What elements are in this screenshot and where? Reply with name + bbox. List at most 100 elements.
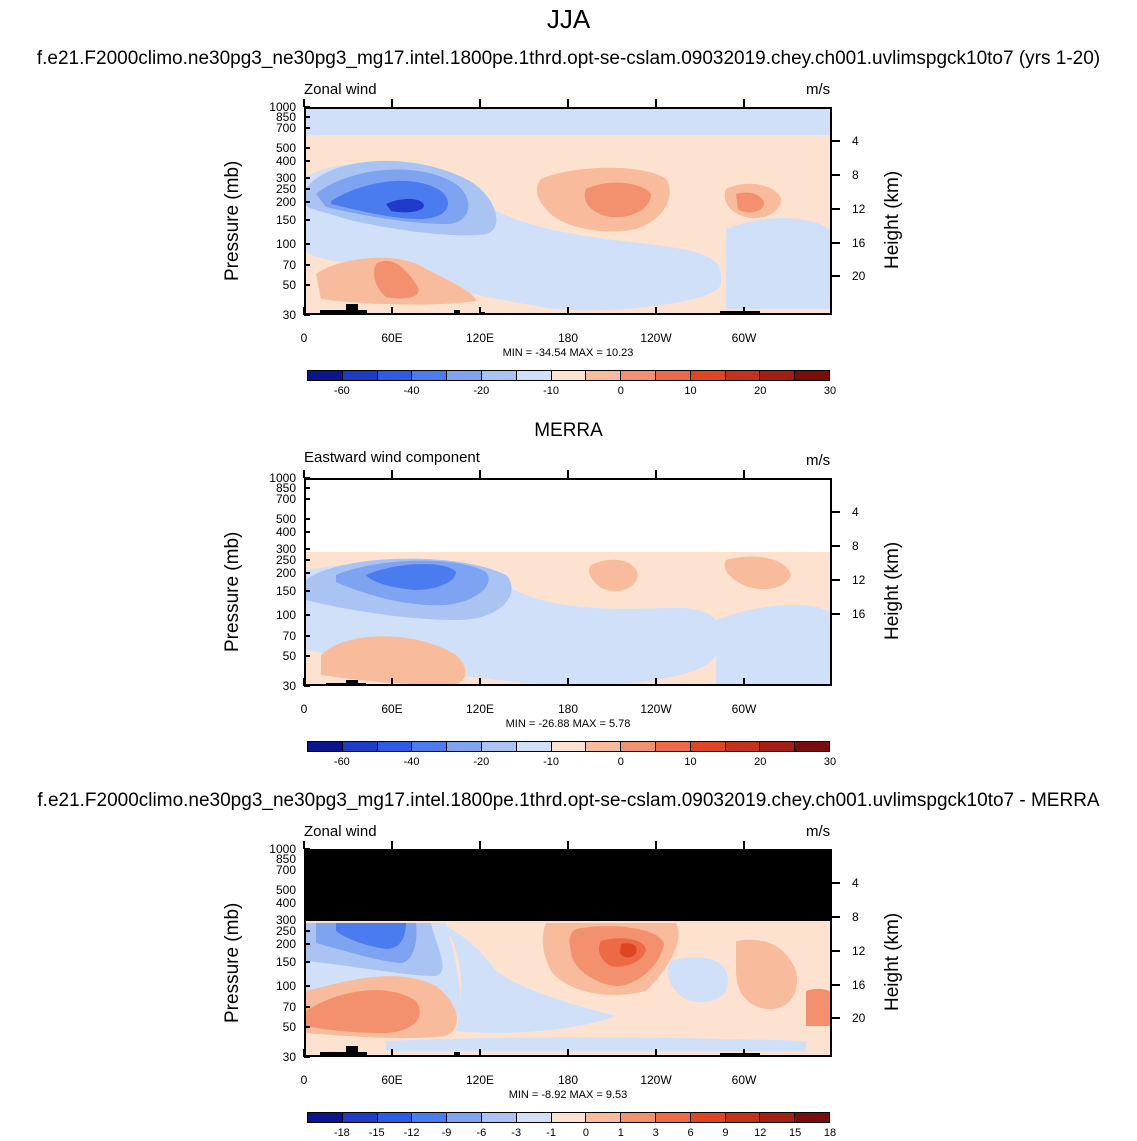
colorbar-3-label: -18 — [333, 1127, 350, 1139]
p1-lon-tick-mark-bottom — [303, 307, 305, 315]
p2-blue-west — [716, 605, 830, 684]
p3-min-max: MIN = -8.92 MAX = 9.53 — [508, 1089, 628, 1101]
p1-upper-red-10-west — [736, 192, 765, 213]
p3-lon-tick-mark-bottom — [655, 1049, 657, 1057]
p1-terrain-3 — [454, 310, 460, 313]
p3-pressure-tick-label: 1000 — [269, 842, 296, 856]
colorbar-swatch — [308, 371, 343, 380]
p2-pressure-tick-label: 700 — [275, 492, 296, 507]
colorbar-3-label: 6 — [687, 1127, 694, 1139]
p2-pressure-tick-mark — [304, 613, 310, 616]
p2-lon-tick-mark-top — [303, 470, 305, 478]
p3-lon-tick-mark-top — [655, 841, 657, 849]
colorbar-swatch — [586, 742, 622, 751]
colorbar-swatch — [516, 1113, 552, 1122]
p3-red-west-3 — [736, 939, 797, 1010]
p3-lon-tick-label: 60E — [381, 1073, 403, 1087]
colorbar-2-label: -20 — [473, 756, 490, 768]
p1-terrain-4 — [481, 312, 485, 313]
p3-lon-tick-label: 60W — [731, 1073, 757, 1087]
p1-pressure-tick-label: 850 — [275, 109, 296, 124]
p3-height-tick-label: 12 — [852, 943, 866, 958]
p1-pressure-tick-mark — [304, 106, 310, 108]
colorbar-swatch — [377, 371, 413, 380]
figure-title: JJA — [546, 4, 591, 34]
p3-pressure-tick-mark — [304, 857, 310, 860]
p3-terrain-1 — [320, 1052, 367, 1055]
colorbar-3 — [307, 1112, 830, 1123]
p3-lon-tick-mark-bottom — [567, 1049, 569, 1057]
colorbar-2-label: 10 — [684, 756, 697, 768]
p1-lon-tick-mark-top — [303, 99, 305, 107]
p3-blue-west-4 — [336, 923, 406, 949]
p3-blue-bottom — [386, 1037, 806, 1051]
p2-lon-tick-mark-bottom — [391, 678, 393, 686]
p2-height-tick-label: 12 — [852, 572, 866, 587]
p3-pressure-tick-mark — [304, 919, 310, 922]
p3-pressure-tick-mark — [304, 1056, 310, 1058]
p2-height-tick-label: 4 — [852, 504, 859, 519]
colorbar-swatch — [481, 1113, 517, 1122]
p3-lon-tick-mark-bottom — [743, 1049, 745, 1057]
p1-top-light-blue — [306, 109, 830, 135]
colorbar-3-label: 12 — [754, 1127, 767, 1139]
p1-pressure-tick-label: 1000 — [269, 100, 296, 114]
p1-lower-red-10 — [374, 260, 419, 299]
p3-height-tick-label: 8 — [852, 909, 859, 924]
panel2-variable-label: Eastward wind component — [304, 449, 480, 466]
p3-height-axis-title: Height (km) — [882, 912, 903, 1011]
p1-pressure-tick-mark — [304, 115, 310, 118]
colorbar-swatch — [586, 371, 622, 380]
p1-blue-west — [726, 218, 830, 309]
p3-height-tick-mark — [832, 949, 840, 952]
colorbar-swatch — [447, 742, 482, 751]
panel1-contour-plot — [304, 107, 832, 315]
p2-pressure-tick-label: 200 — [275, 566, 296, 581]
p1-pressure-tick-mark — [304, 201, 310, 204]
p1-pressure-tick-label: 700 — [275, 121, 296, 136]
p2-upper-red-5-west — [724, 556, 791, 590]
p1-lon-tick-mark-top — [655, 99, 657, 107]
p2-height-tick-mark — [832, 612, 840, 615]
p2-pressure-tick-mark — [304, 589, 310, 592]
p2-height-tick-mark — [832, 510, 840, 513]
p1-height-tick-mark — [832, 139, 840, 142]
p3-pressure-tick-label: 500 — [275, 883, 296, 898]
p3-height-tick-mark — [832, 1017, 840, 1020]
colorbar-swatch — [551, 742, 587, 751]
colorbar-swatch — [308, 1113, 343, 1122]
p3-pressure-tick-mark — [304, 960, 310, 963]
p3-pressure-tick-label: 150 — [275, 954, 296, 969]
p3-pressure-tick-mark — [304, 930, 310, 933]
p1-height-tick-mark — [832, 275, 840, 278]
p3-lon-tick-label: 120W — [640, 1073, 672, 1087]
p2-pressure-tick-label: 1000 — [269, 471, 296, 485]
p1-height-tick-label: 20 — [852, 269, 866, 284]
p1-lon-tick-label: 60E — [381, 331, 403, 345]
p2-lon-tick-mark-bottom — [655, 678, 657, 686]
colorbar-3-label: -12 — [403, 1127, 420, 1139]
p3-lon-tick-label: 0 — [300, 1073, 308, 1087]
colorbar-swatch — [377, 742, 413, 751]
colorbar-swatch — [447, 371, 482, 380]
p3-pressure-tick-mark — [304, 943, 310, 946]
p3-lon-tick-mark-bottom — [303, 1049, 305, 1057]
p1-lon-tick-mark-top — [567, 99, 569, 107]
colorbar-swatch — [412, 742, 448, 751]
panel3-contour-plot — [304, 849, 832, 1057]
colorbar-swatch — [760, 371, 796, 380]
p2-lon-tick-mark-top — [655, 470, 657, 478]
colorbar-swatch — [655, 742, 691, 751]
colorbar-1-label: -10 — [543, 385, 560, 397]
p3-terrain-4 — [720, 1053, 760, 1055]
p3-lon-tick-mark-top — [303, 841, 305, 849]
p3-lon-tick-mark-bottom — [391, 1049, 393, 1057]
p2-lon-tick-mark-bottom — [567, 678, 569, 686]
p2-pressure-tick-mark — [304, 531, 310, 534]
colorbar-swatch — [412, 1113, 448, 1122]
p1-lon-tick-label: 0 — [300, 331, 308, 345]
colorbar-swatch — [342, 742, 378, 751]
p2-pressure-tick-label: 30 — [282, 679, 296, 693]
panel2-units: m/s — [806, 452, 831, 469]
p2-pressure-tick-mark — [304, 498, 310, 501]
